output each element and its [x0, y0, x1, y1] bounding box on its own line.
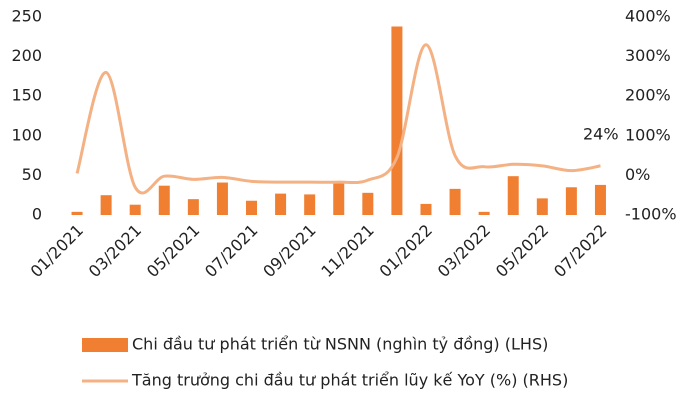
bar: [187, 199, 199, 215]
bar: [333, 182, 345, 215]
x-tick-label: 09/2021: [259, 221, 319, 281]
bar: [478, 211, 490, 215]
x-tick-label: 01/2021: [27, 221, 87, 281]
x-tick-label: 05/2021: [143, 221, 203, 281]
bar: [304, 194, 316, 215]
bar: [507, 176, 519, 215]
y2-tick-label: -100%: [625, 205, 677, 224]
bar: [362, 192, 374, 215]
y-tick-label: 150: [11, 86, 42, 105]
y-tick-label: 50: [22, 165, 42, 184]
y2-tick-label: 0%: [625, 165, 650, 184]
legend-swatch: [82, 338, 128, 352]
legend-label: Chi đầu tư phát triển từ NSNN (nghìn tỷ …: [132, 335, 548, 354]
bar: [536, 198, 548, 215]
x-tick-label: 03/2022: [434, 221, 494, 281]
x-tick-label: 05/2022: [492, 221, 552, 281]
bar: [216, 182, 228, 215]
line: [75, 43, 601, 195]
x-tick-label: 03/2021: [85, 221, 145, 281]
y-tick-label: 100: [11, 125, 42, 144]
y2-tick-label: 200%: [625, 86, 671, 105]
bar: [420, 203, 432, 215]
y2-tick-label: 100%: [625, 125, 671, 144]
bar: [100, 195, 112, 215]
y2-tick-label: 300%: [625, 46, 671, 65]
bar: [246, 200, 258, 215]
bar: [275, 193, 287, 215]
bar: [158, 185, 170, 215]
x-tick-label: 11/2021: [317, 221, 377, 281]
bar: [449, 188, 461, 215]
y2-tick-label: 400%: [625, 7, 671, 26]
annotation: 24%: [583, 125, 619, 144]
legend-label: Tăng trưởng chi đầu tư phát triển lũy kế…: [131, 371, 568, 390]
x-tick-label: 01/2022: [376, 221, 436, 281]
bar: [71, 211, 83, 215]
x-tick-label: 07/2021: [201, 221, 261, 281]
bar: [129, 204, 141, 215]
bar: [565, 187, 577, 215]
x-tick-label: 07/2022: [550, 221, 610, 281]
bar: [594, 184, 606, 215]
y-tick-label: 250: [11, 7, 42, 26]
y-tick-label: 200: [11, 46, 42, 65]
y-tick-label: 0: [32, 205, 42, 224]
bar: [391, 26, 403, 216]
